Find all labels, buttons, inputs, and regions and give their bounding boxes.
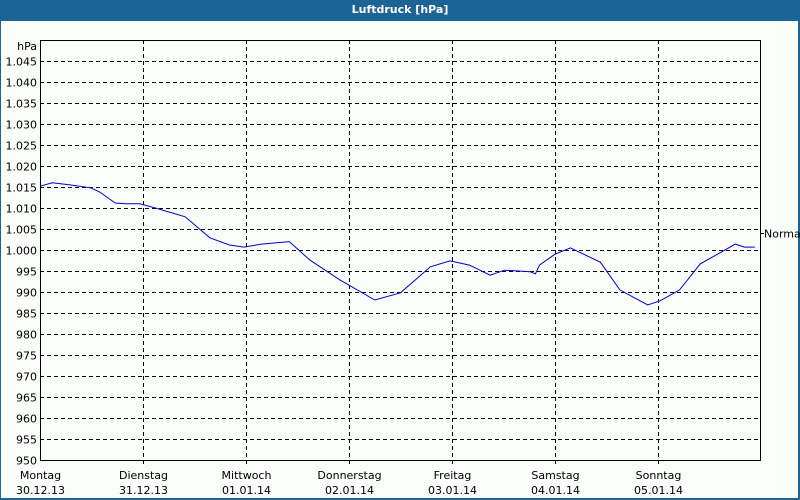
x-tick-date: 05.01.14 <box>634 484 683 497</box>
x-tick-date: 01.01.14 <box>222 484 271 497</box>
y-tick-label: 1.045 <box>6 56 38 69</box>
y-tick-label: 955 <box>16 434 37 447</box>
plot-frame <box>40 40 761 461</box>
y-tick-label: 1.015 <box>6 182 38 195</box>
y-tick-label: 1.025 <box>6 140 38 153</box>
y-axis-ticks: 1.045 1.040 1.035 1.030 1.025 1.020 1.015 1.010… <box>6 56 38 468</box>
pressure-line <box>39 182 755 306</box>
grid <box>40 40 760 464</box>
y-tick-label: 960 <box>16 413 37 426</box>
y-tick-label: 1.030 <box>6 119 38 132</box>
y-tick-label: 980 <box>16 329 37 342</box>
y-tick-label: 1.000 <box>6 245 38 258</box>
y-tick-label: 1.040 <box>6 77 38 90</box>
x-tick-day: Dienstag <box>119 469 168 482</box>
x-tick-day: Samstag <box>531 469 579 482</box>
x-tick-day: Donnerstag <box>317 469 381 482</box>
y-tick-label: 1.035 <box>6 98 38 111</box>
y-tick-label: 1.020 <box>6 161 38 174</box>
x-tick-date: 02.01.14 <box>325 484 374 497</box>
x-tick-date: 03.01.14 <box>428 484 477 497</box>
y-tick-label: 985 <box>16 308 37 321</box>
y-tick-label: 1.005 <box>6 224 38 237</box>
normal-reference-marker: Normal <box>760 228 800 241</box>
x-tick-day: Freitag <box>434 469 472 482</box>
reference-label: Normal <box>764 228 800 241</box>
y-tick-label: 965 <box>16 392 37 405</box>
y-tick-label: 1.010 <box>6 203 38 216</box>
x-tick-day: Mittwoch <box>222 469 272 482</box>
y-axis-unit-label: hPa <box>17 40 37 53</box>
chart-title: Luftdruck [hPa] <box>0 0 800 20</box>
x-tick-day: Sonntag <box>636 469 682 482</box>
y-tick-label: 950 <box>16 455 37 468</box>
y-tick-label: 975 <box>16 350 37 363</box>
x-tick-date: 30.12.13 <box>16 484 65 497</box>
x-tick-date: 04.01.14 <box>531 484 580 497</box>
y-tick-label: 970 <box>16 371 37 384</box>
x-tick-day: Montag <box>20 469 61 482</box>
x-tick-date: 31.12.13 <box>119 484 168 497</box>
y-tick-label: 995 <box>16 266 37 279</box>
x-axis-ticks: Montag 30.12.13 Dienstag 31.12.13 Mittwoch 01… <box>16 469 683 497</box>
y-tick-label: 990 <box>16 287 37 300</box>
